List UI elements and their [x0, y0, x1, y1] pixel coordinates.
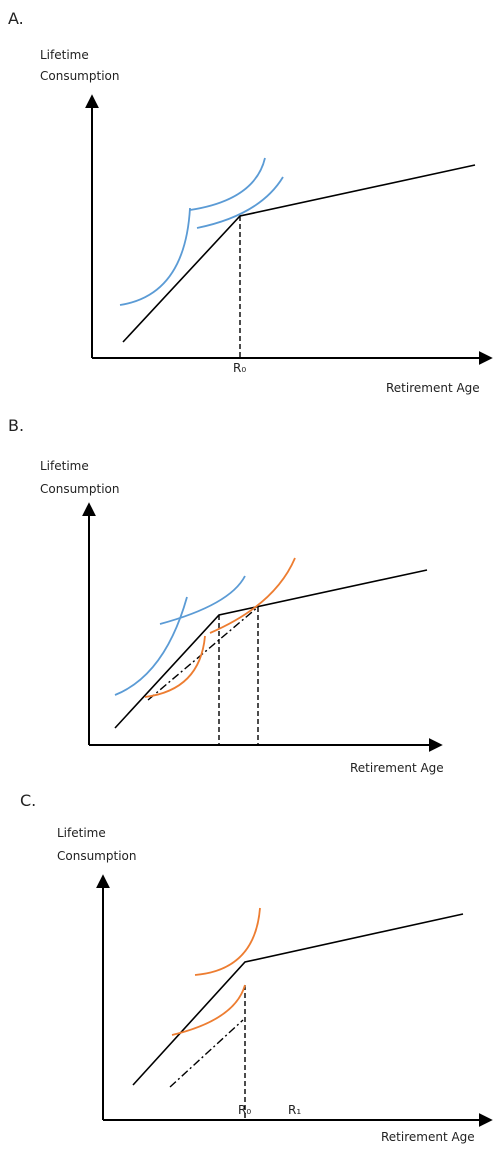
panel-label: A.	[8, 9, 24, 28]
dash-dot-line	[147, 606, 259, 701]
y-label: Lifetime	[57, 826, 106, 840]
indifference-curve	[171, 984, 246, 1036]
indifference-curve	[196, 176, 284, 229]
indifference-curve	[159, 575, 246, 625]
indifference-curve	[209, 557, 296, 634]
indifference-curve	[144, 635, 206, 698]
y-label: Consumption	[40, 482, 119, 496]
indifference-curve	[189, 157, 266, 211]
budget-line	[122, 164, 476, 343]
budget-line	[132, 913, 464, 1086]
tick-label: R₁	[288, 1103, 301, 1117]
panel-label: B.	[8, 416, 24, 435]
indifference-curve	[114, 596, 188, 696]
panel-label: C.	[20, 791, 36, 810]
panel-b: B. Lifetime Consumption Retirement Age	[8, 416, 444, 775]
indifference-curve	[119, 207, 191, 306]
dash-dot-line	[169, 1019, 244, 1088]
tick-label: R₀	[233, 361, 246, 375]
panel-a: A. Lifetime Consumption R₀ Retirement Ag…	[8, 9, 493, 395]
y-label: Lifetime	[40, 459, 89, 473]
x-label: Retirement Age	[381, 1130, 475, 1144]
x-label: Retirement Age	[386, 381, 480, 395]
x-label: Retirement Age	[350, 761, 444, 775]
y-label: Consumption	[57, 849, 136, 863]
indifference-curve	[194, 907, 261, 976]
y-label: Lifetime	[40, 48, 89, 62]
y-label: Consumption	[40, 69, 119, 83]
panel-c: C. Lifetime Consumption R₀ R₁ Retirement…	[20, 791, 493, 1144]
